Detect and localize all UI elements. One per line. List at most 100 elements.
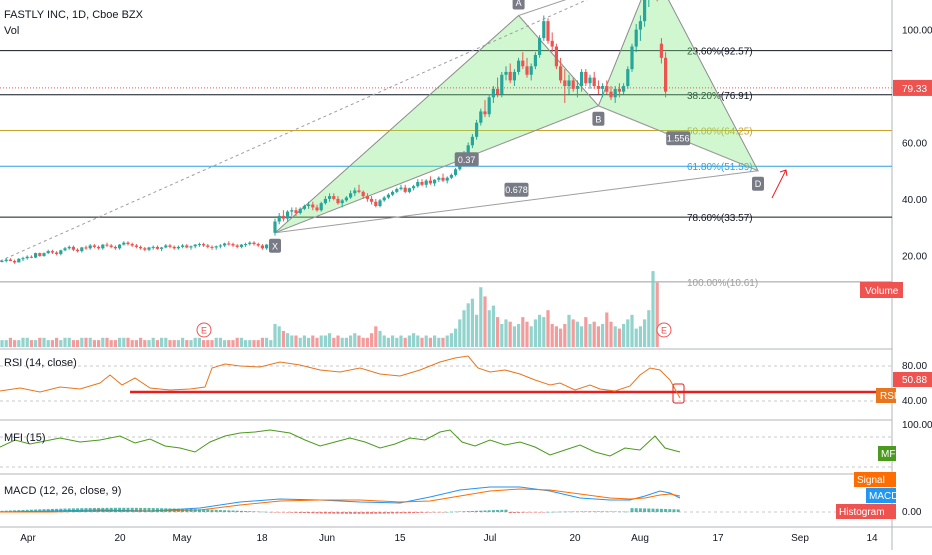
candle-body: [135, 245, 138, 246]
candle-body: [55, 253, 58, 254]
macd-histogram-bar: [215, 510, 218, 512]
volume-bar: [437, 338, 440, 347]
volume-label: Vol: [4, 25, 19, 37]
volume-bar: [223, 340, 226, 347]
last-price-label: 79.33: [902, 84, 927, 95]
macd-histogram-bar: [589, 511, 592, 512]
volume-bar: [0, 340, 3, 347]
candle-body: [357, 190, 360, 191]
candle-body: [89, 245, 92, 248]
volume-bar: [42, 338, 45, 347]
volume-bar: [278, 326, 281, 347]
candle-body: [391, 192, 394, 195]
macd-histogram-bar: [190, 509, 193, 512]
candle-body: [664, 58, 667, 92]
candle-body: [454, 169, 457, 175]
macd-histogram-bar: [471, 511, 474, 512]
volume-bar: [215, 338, 218, 347]
macd-histogram-bar: [379, 512, 382, 514]
volume-bar: [475, 315, 478, 347]
macd-histogram-bar: [534, 512, 537, 513]
volume-bar: [68, 338, 71, 347]
mfi-tag-label: MF: [881, 449, 895, 460]
volume-bar: [177, 340, 180, 347]
macd-histogram-bar: [202, 509, 205, 512]
volume-bar: [269, 340, 272, 347]
volume-bar: [467, 303, 470, 347]
x-tick-label: 17: [712, 533, 724, 544]
volume-bar: [181, 338, 184, 347]
volume-bar: [551, 324, 554, 347]
candle-body: [378, 200, 381, 206]
volume-bar: [294, 336, 297, 348]
macd-histogram-bar: [80, 508, 83, 512]
volume-bar: [521, 317, 524, 347]
macd-histogram-bar: [316, 512, 319, 513]
volume-bar: [433, 336, 436, 348]
macd-histogram-bar: [374, 512, 377, 514]
volume-bar: [282, 331, 285, 347]
candle-body: [177, 247, 180, 248]
candle-body: [282, 216, 285, 219]
candle-body: [311, 205, 314, 208]
macd-histogram-bar: [647, 509, 650, 512]
volume-bar: [332, 338, 335, 347]
candle-body: [156, 247, 159, 249]
volume-bar: [643, 319, 646, 347]
mfi-tick-label: 100.00: [902, 420, 932, 431]
volume-bar: [618, 329, 621, 347]
volume-bar: [30, 340, 33, 347]
candle-body: [42, 253, 45, 256]
candle-body: [80, 247, 83, 251]
macd-histogram-bar: [101, 508, 104, 512]
price-tick-label: 100.00: [902, 26, 932, 37]
macd-histogram-bar: [135, 508, 138, 512]
candle-body: [257, 244, 260, 245]
candle-body: [521, 61, 524, 67]
candle-body: [349, 193, 352, 197]
candle-body: [164, 245, 167, 247]
volume-bar: [425, 336, 428, 348]
macd-histogram-bar: [551, 512, 554, 513]
x-tick-label: Aug: [631, 533, 649, 544]
price-tick-label: 40.00: [902, 195, 927, 206]
volume-bar: [341, 338, 344, 347]
candle-body: [639, 21, 642, 29]
macd-histogram-bar: [358, 512, 361, 514]
macd-tag-label-1: MACD: [869, 491, 898, 502]
candle-body: [110, 245, 113, 246]
volume-bar: [290, 336, 293, 348]
macd-histogram-bar: [303, 512, 306, 513]
volume-bar: [76, 340, 79, 347]
volume-bar: [563, 324, 566, 347]
volume-bar: [538, 315, 541, 347]
volume-bar: [525, 322, 528, 347]
projection-arrow[interactable]: [772, 170, 787, 198]
macd-tick-label: 0.00: [902, 507, 922, 518]
candle-body: [194, 245, 197, 247]
volume-bar: [576, 322, 579, 347]
x-tick-label: 15: [394, 533, 406, 544]
candle-body: [555, 47, 558, 67]
macd-histogram-bar: [345, 512, 348, 514]
x-tick-label: Jul: [484, 533, 497, 544]
candle-body: [593, 78, 596, 86]
volume-bar: [210, 340, 213, 347]
macd-histogram-bar: [652, 509, 655, 512]
candle-body: [51, 251, 54, 252]
macd-histogram-bar: [244, 511, 247, 512]
macd-histogram-bar: [122, 508, 125, 512]
macd-histogram-bar: [194, 509, 197, 512]
rsi-tick-label: 40.00: [902, 396, 927, 407]
macd-histogram-bar: [5, 511, 8, 512]
macd-histogram-bar: [114, 508, 117, 512]
pattern-ratio-label: 0.37: [458, 155, 476, 165]
candle-body: [622, 86, 625, 92]
macd-histogram-bar: [68, 508, 71, 512]
candle-body: [223, 244, 226, 246]
candle-body: [383, 198, 386, 201]
rsi-highlight-box[interactable]: [673, 384, 684, 403]
macd-histogram-bar: [307, 512, 310, 513]
candle-body: [517, 61, 520, 72]
